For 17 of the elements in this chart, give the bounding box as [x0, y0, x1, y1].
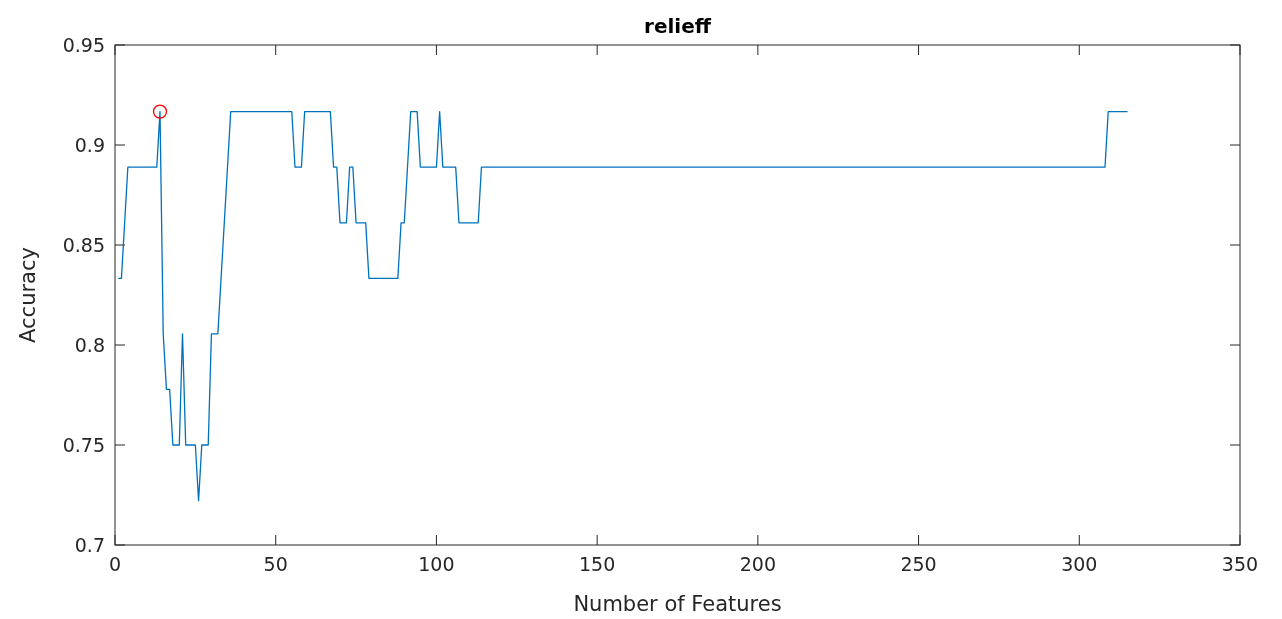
- x-tick-label: 350: [1221, 553, 1259, 575]
- x-tick-label: 50: [263, 553, 288, 575]
- y-tick-label: 0.95: [62, 33, 105, 56]
- y-tick-label: 0.75: [62, 433, 105, 456]
- x-tick-label: 250: [900, 553, 937, 575]
- x-tick-label: 100: [418, 553, 455, 575]
- y-tick-label: 0.8: [74, 333, 105, 356]
- x-tick-label: 300: [1061, 553, 1098, 575]
- y-tick-label: 0.85: [62, 233, 105, 256]
- x-tick-label: 0: [108, 553, 122, 575]
- y-tick-label: 0.9: [74, 133, 105, 156]
- x-tick-label: 150: [579, 553, 616, 575]
- chart-title: relieff: [644, 14, 712, 38]
- y-axis-title: Accuracy: [16, 247, 40, 343]
- x-tick-label: 200: [739, 553, 776, 575]
- x-axis-title: Number of Features: [573, 592, 782, 616]
- y-tick-label: 0.7: [74, 533, 105, 556]
